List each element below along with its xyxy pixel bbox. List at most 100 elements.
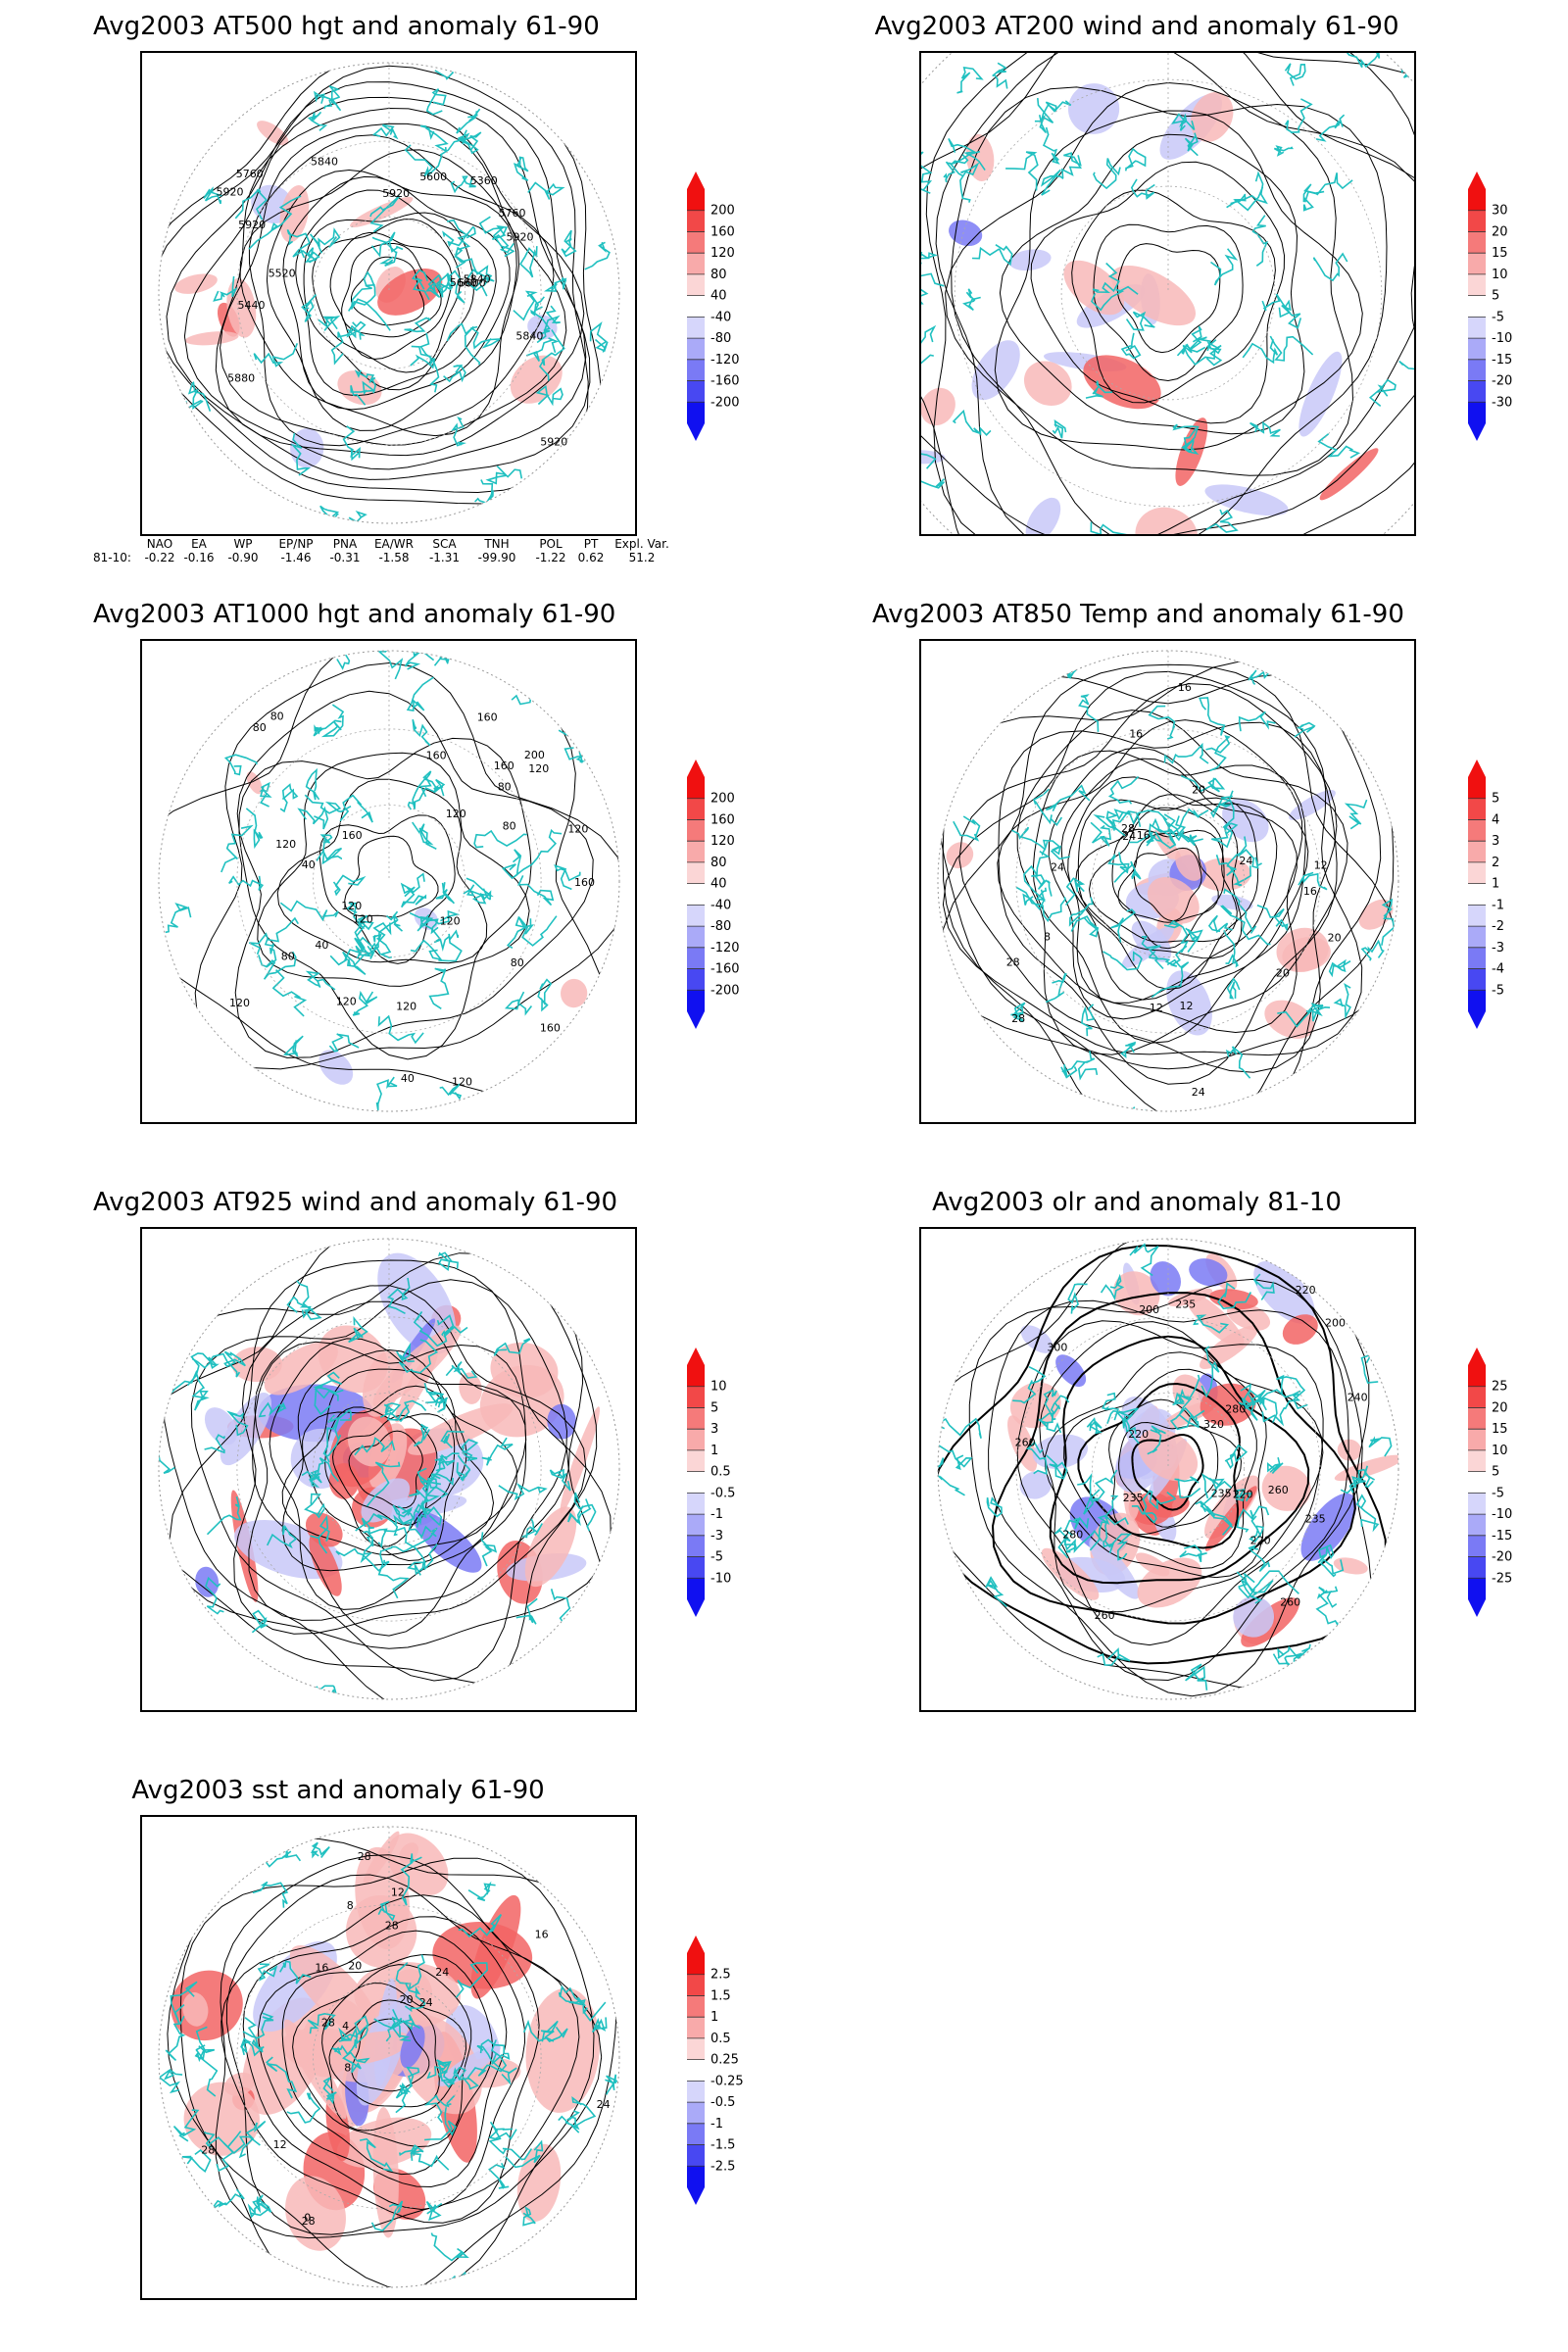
contour-label: 16 xyxy=(315,1962,328,1975)
contour-line xyxy=(348,1430,423,1509)
coastline xyxy=(409,909,461,925)
index-header: SCA xyxy=(432,537,457,551)
coastline xyxy=(1034,100,1072,122)
coastline xyxy=(456,1454,471,1482)
coastline xyxy=(1298,871,1328,891)
coastline xyxy=(228,875,265,891)
colorbar-segment xyxy=(1468,338,1486,360)
coastline xyxy=(301,294,318,322)
contour-label: 160 xyxy=(426,750,447,762)
index-value: -0.22 xyxy=(144,551,175,564)
contour-line xyxy=(988,1299,1349,1682)
colorbar-segment xyxy=(687,295,705,318)
anomaly-shading xyxy=(971,340,1020,401)
contour-label: 5880 xyxy=(227,371,255,384)
coastline xyxy=(385,2009,403,2042)
coastline xyxy=(1243,1572,1274,1597)
anomaly-shading xyxy=(527,315,558,340)
latitude-circle xyxy=(236,728,542,1034)
coastline xyxy=(438,929,463,962)
contour-line xyxy=(945,81,1354,476)
colorbar-segment xyxy=(687,990,705,1011)
coastline xyxy=(399,2144,424,2161)
contour-line xyxy=(997,719,1303,1034)
anomaly-shading xyxy=(174,273,218,294)
coastline xyxy=(1226,851,1245,876)
coastline xyxy=(454,255,493,286)
coastline xyxy=(466,877,494,901)
coastline xyxy=(514,915,558,947)
coastline xyxy=(376,651,404,680)
contour-line xyxy=(1077,1382,1242,1549)
coastline xyxy=(417,1473,454,1487)
anomaly-shading xyxy=(1264,1000,1315,1039)
anomaly-shading xyxy=(1113,1271,1160,1316)
colorbar-tick-label: -80 xyxy=(710,331,731,346)
coastline xyxy=(443,364,466,383)
coastline xyxy=(1163,919,1189,954)
colorbar-tick-label: 2.5 xyxy=(710,1968,731,1983)
colorbar-tick-label: -5 xyxy=(1492,310,1504,324)
colorbar-segment xyxy=(1468,317,1486,339)
index-header: EA/WR xyxy=(373,537,415,551)
contour-line xyxy=(312,219,461,373)
index-value: -1.22 xyxy=(535,551,566,564)
colorbar-segment xyxy=(687,2059,705,2082)
contour-label: 220 xyxy=(1128,1428,1149,1441)
anomaly-shading xyxy=(459,1372,482,1404)
colorbar-tick-label: -5 xyxy=(710,1550,723,1565)
coastline xyxy=(339,794,373,823)
map-at500: 5920 5840 5760 5660 5600 5360 5440 5520 5600 5880… xyxy=(140,51,637,536)
coastline xyxy=(318,315,341,331)
coastline xyxy=(527,181,565,200)
coastline xyxy=(159,1369,206,1403)
coastline xyxy=(1124,147,1147,172)
contour-label: 12 xyxy=(1150,1002,1163,1014)
coastline xyxy=(330,326,357,366)
colorbar-tick-label: 15 xyxy=(1492,1422,1508,1437)
contour-line xyxy=(329,231,453,360)
coastline xyxy=(1142,1490,1177,1510)
colorbar-segment xyxy=(687,231,705,254)
coastline xyxy=(399,2066,420,2093)
coastline xyxy=(1090,521,1132,534)
contour-label: 24 xyxy=(1122,830,1136,843)
coastline xyxy=(1113,808,1168,825)
coastline xyxy=(401,887,427,908)
contour-line xyxy=(1071,189,1276,404)
coastline xyxy=(1005,151,1039,191)
coastline xyxy=(1120,332,1142,360)
index-header: EP/NP xyxy=(278,537,314,551)
coastline xyxy=(1319,1558,1345,1578)
coastline xyxy=(1064,1516,1090,1537)
contour-line xyxy=(1108,1398,1243,1536)
teleconnection-index-table: NAO EA WP EP/NP PNA EA/WR SCA TNH POL PT… xyxy=(93,537,676,564)
contour-label: 120 xyxy=(353,913,373,926)
colorbar-segment xyxy=(687,1514,705,1536)
coastline xyxy=(1060,152,1082,178)
coastline xyxy=(191,1386,210,1411)
contour-line xyxy=(234,690,594,1058)
colorbar-tick-label: -4 xyxy=(1492,962,1504,977)
colorbar-tick-label: -1 xyxy=(710,2117,723,2132)
colorbar-segment xyxy=(1468,402,1486,423)
coastline xyxy=(375,1076,398,1111)
coastline xyxy=(1252,1273,1275,1300)
index-header: Expl. Var. xyxy=(614,537,669,551)
map-sst: 28 28 24 20 16 12 8 4 0 24 28 16 12 8 20 28 24 28 xyxy=(140,1815,637,2300)
contour-label: 80 xyxy=(281,951,295,963)
coastline xyxy=(386,1277,411,1315)
colorbar-tick-label: 5 xyxy=(1492,289,1499,304)
coastline xyxy=(1122,1414,1140,1445)
coastline xyxy=(561,229,577,258)
contour-line xyxy=(1088,807,1238,943)
anomaly-shading xyxy=(185,331,239,346)
coastline xyxy=(1217,1282,1252,1310)
contour-line xyxy=(999,133,1305,435)
contour-line xyxy=(242,1916,526,2211)
colorbar-segment xyxy=(1468,231,1486,254)
contour-label: 28 xyxy=(1006,956,1020,969)
coastline xyxy=(1171,113,1196,131)
contour-line xyxy=(1016,710,1348,1055)
colorbar-segment xyxy=(687,380,705,403)
